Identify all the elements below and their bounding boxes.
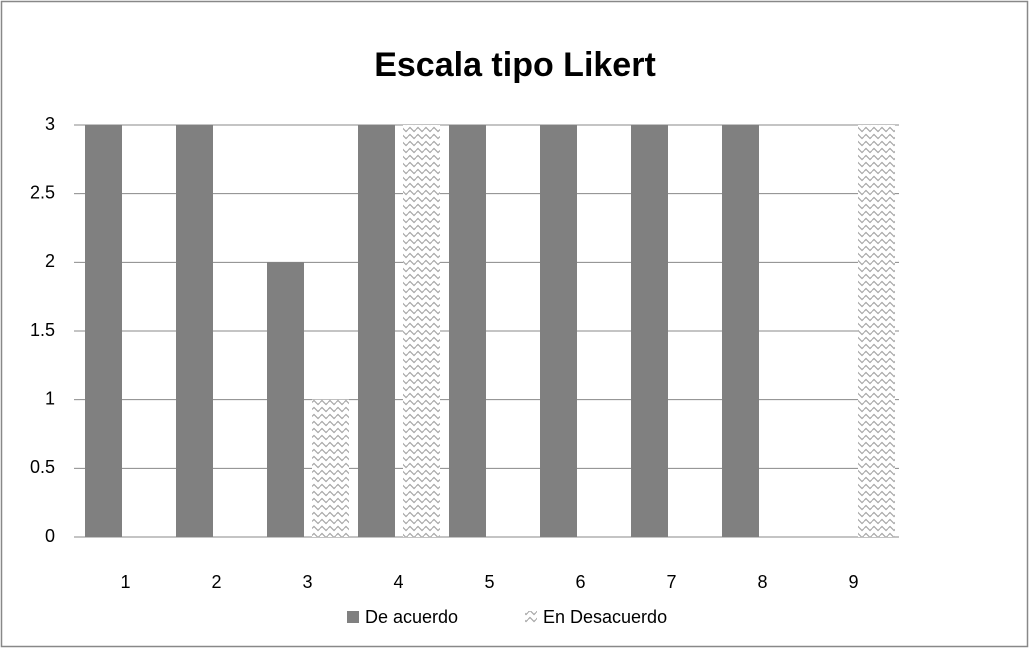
legend-label: De acuerdo: [365, 607, 458, 627]
legend-label: En Desacuerdo: [543, 607, 667, 627]
bar: [403, 125, 440, 537]
y-tick-label: 2: [45, 251, 55, 271]
bar: [858, 125, 895, 537]
x-tick-label: 4: [393, 572, 403, 592]
x-tick-label: 2: [211, 572, 221, 592]
y-tick-label: 0: [45, 526, 55, 546]
bar: [85, 125, 122, 537]
bar: [722, 125, 759, 537]
y-tick-label: 0.5: [30, 457, 55, 477]
y-tick-label: 2.5: [30, 182, 55, 202]
legend-swatch: [347, 611, 359, 623]
x-tick-label: 1: [120, 572, 130, 592]
bar: [267, 262, 304, 537]
y-tick-label: 1.5: [30, 320, 55, 340]
x-tick-label: 7: [666, 572, 676, 592]
bar: [540, 125, 577, 537]
y-tick-label: 1: [45, 388, 55, 408]
x-tick-label: 9: [848, 572, 858, 592]
legend-swatch: [525, 611, 537, 623]
x-tick-label: 6: [575, 572, 585, 592]
x-tick-label: 3: [302, 572, 312, 592]
bar: [176, 125, 213, 537]
x-tick-label: 8: [757, 572, 767, 592]
chart-title: Escala tipo Likert: [374, 46, 656, 84]
y-tick-label: 3: [45, 114, 55, 134]
bar: [358, 125, 395, 537]
bar: [449, 125, 486, 537]
bar: [631, 125, 668, 537]
x-tick-label: 5: [484, 572, 494, 592]
bar: [312, 399, 349, 537]
